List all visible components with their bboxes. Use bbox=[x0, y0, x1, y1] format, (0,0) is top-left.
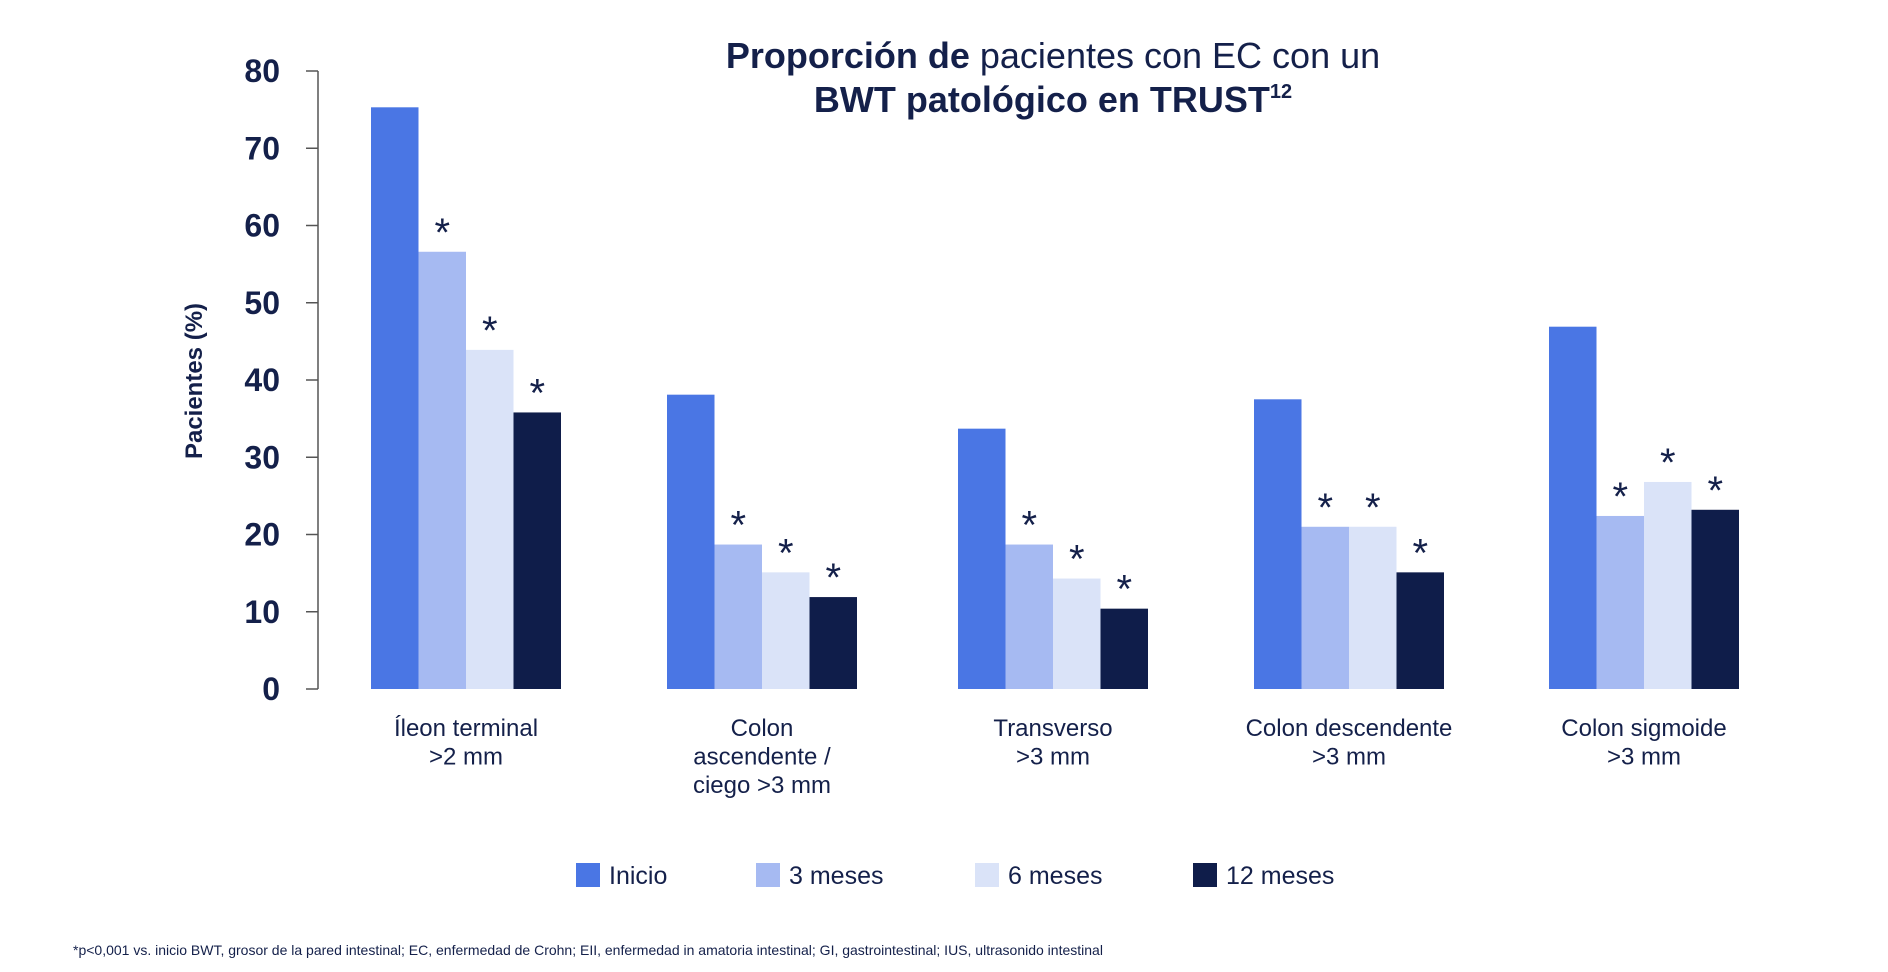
bar-12-meses bbox=[1691, 509, 1739, 689]
bar-6-meses bbox=[1644, 481, 1692, 689]
category-label: ciego >3 mm bbox=[693, 772, 831, 799]
title-superscript: 12 bbox=[1270, 81, 1292, 103]
bar-inicio bbox=[667, 394, 715, 689]
significance-asterisk: * bbox=[1365, 486, 1381, 530]
bar-12-meses bbox=[1100, 608, 1148, 689]
bar-3-meses bbox=[1005, 544, 1053, 689]
bar-3-meses bbox=[714, 544, 762, 689]
bar-3-meses bbox=[1596, 515, 1644, 689]
bar-3-meses bbox=[418, 251, 466, 689]
legend-swatch bbox=[576, 863, 600, 887]
bar-12-meses bbox=[513, 412, 561, 689]
bar-6-meses bbox=[1349, 526, 1397, 689]
bar-3-meses bbox=[1301, 526, 1349, 689]
y-tick-label: 50 bbox=[244, 285, 280, 321]
significance-asterisk: * bbox=[730, 504, 746, 548]
category-label: Colon bbox=[731, 715, 794, 742]
legend-label: Inicio bbox=[609, 862, 667, 890]
legend-swatch bbox=[975, 863, 999, 887]
category-label: >3 mm bbox=[1016, 744, 1090, 771]
category-label: >3 mm bbox=[1312, 744, 1386, 771]
title-normal: pacientes con EC con un bbox=[970, 35, 1380, 76]
significance-asterisk: * bbox=[1707, 469, 1723, 513]
y-tick-label: 40 bbox=[244, 362, 280, 398]
significance-asterisk: * bbox=[1116, 568, 1132, 612]
legend-label: 3 meses bbox=[789, 862, 883, 890]
significance-asterisk: * bbox=[529, 371, 545, 415]
significance-asterisk: * bbox=[1069, 538, 1085, 582]
chart-title-line2: BWT patológico en TRUST12 bbox=[814, 79, 1292, 120]
y-tick-label: 10 bbox=[244, 594, 280, 630]
y-tick-label: 80 bbox=[244, 53, 280, 89]
category-label: >3 mm bbox=[1607, 744, 1681, 771]
bar-6-meses bbox=[466, 349, 514, 689]
y-tick-label: 30 bbox=[244, 439, 280, 475]
bar-12-meses bbox=[809, 597, 857, 689]
legend-label: 6 meses bbox=[1008, 862, 1102, 890]
significance-asterisk: * bbox=[1660, 441, 1676, 485]
legend-swatch bbox=[1193, 863, 1217, 887]
footnote: *p<0,001 vs. inicio BWT, grosor de la pa… bbox=[73, 942, 1103, 958]
significance-asterisk: * bbox=[1412, 531, 1428, 575]
category-label: Íleon terminal bbox=[394, 715, 538, 742]
y-tick-label: 20 bbox=[244, 517, 280, 553]
y-tick-label: 0 bbox=[262, 671, 280, 707]
bar-6-meses bbox=[762, 572, 810, 689]
bar-inicio bbox=[1549, 326, 1597, 689]
title-line2: BWT patológico en TRUST bbox=[814, 79, 1270, 120]
significance-asterisk: * bbox=[825, 556, 841, 600]
legend-label: 12 meses bbox=[1226, 862, 1334, 890]
bar-6-meses bbox=[1053, 578, 1101, 689]
legend-swatch bbox=[756, 863, 780, 887]
bar-12-meses bbox=[1396, 572, 1444, 689]
significance-asterisk: * bbox=[1317, 486, 1333, 530]
y-tick-label: 60 bbox=[244, 208, 280, 244]
bar-inicio bbox=[1254, 399, 1302, 689]
significance-asterisk: * bbox=[482, 309, 498, 353]
category-label: >2 mm bbox=[429, 744, 503, 771]
bar-inicio bbox=[958, 428, 1006, 689]
category-label: ascendente / bbox=[693, 744, 831, 771]
category-label: Colon sigmoide bbox=[1561, 715, 1726, 742]
chart-title-line1: Proporción de pacientes con EC con un bbox=[726, 35, 1380, 76]
bar-inicio bbox=[371, 107, 419, 690]
y-tick-label: 70 bbox=[244, 130, 280, 166]
category-label: Transverso bbox=[993, 715, 1112, 742]
category-label: Colon descendente bbox=[1246, 715, 1453, 742]
significance-asterisk: * bbox=[434, 211, 450, 255]
significance-asterisk: * bbox=[1612, 475, 1628, 519]
title-bold: Proporción de bbox=[726, 35, 970, 76]
significance-asterisk: * bbox=[1021, 504, 1037, 548]
y-axis-label: Pacientes (%) bbox=[181, 303, 208, 459]
significance-asterisk: * bbox=[778, 531, 794, 575]
